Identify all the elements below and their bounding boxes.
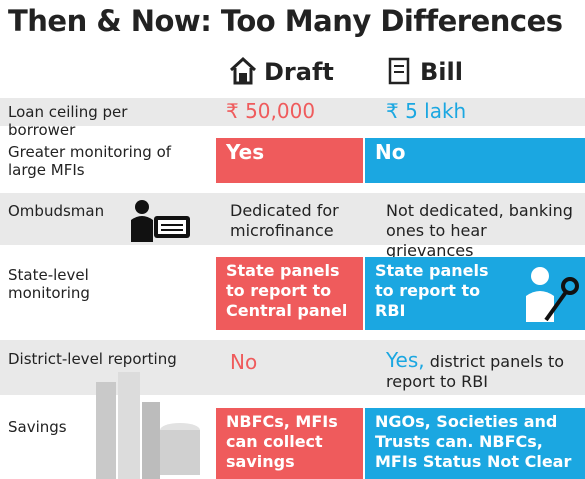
row-label: State-level monitoring <box>8 266 90 302</box>
draft-cell: NBFCs, MFIs can collect savings <box>216 408 363 479</box>
column-header: Draft <box>264 58 334 86</box>
row-label: Ombudsman <box>8 202 105 220</box>
bill-cell: ₹ 5 lakh <box>386 99 467 123</box>
row-label: Savings <box>8 418 67 436</box>
draft-cell: No <box>230 350 258 374</box>
draft-cell: Dedicated for microfinance <box>230 201 339 240</box>
bill-emphasis: Yes, <box>386 348 425 372</box>
bill-icon <box>388 57 410 85</box>
column-header: Bill <box>420 58 463 86</box>
building-icon <box>96 372 200 479</box>
draft-cell: State panels to report to Central panel <box>216 257 363 330</box>
ombudsman-icon <box>131 200 190 242</box>
row-band <box>0 193 585 245</box>
row-band <box>0 98 585 126</box>
title: Then & Now: Too Many Differences <box>8 4 563 38</box>
row-label: District-level reporting <box>8 350 177 368</box>
bill-cell: Yes, district panels to report to RBI <box>376 346 585 396</box>
bill-cell: No <box>365 138 585 183</box>
bill-cell: Not dedicated, banking ones to hear grie… <box>386 201 573 260</box>
bill-cell: NGOs, Societies and Trusts can. NBFCs, M… <box>365 408 585 479</box>
key-icon <box>526 267 579 322</box>
row-label: Greater monitoring of large MFIs <box>8 143 172 179</box>
bill-text: district panels to report to RBI <box>386 352 565 391</box>
draft-icon <box>229 56 257 85</box>
draft-cell: Yes <box>216 138 363 183</box>
row-label: Loan ceiling per borrower <box>8 103 128 139</box>
draft-cell: ₹ 50,000 <box>226 99 316 123</box>
